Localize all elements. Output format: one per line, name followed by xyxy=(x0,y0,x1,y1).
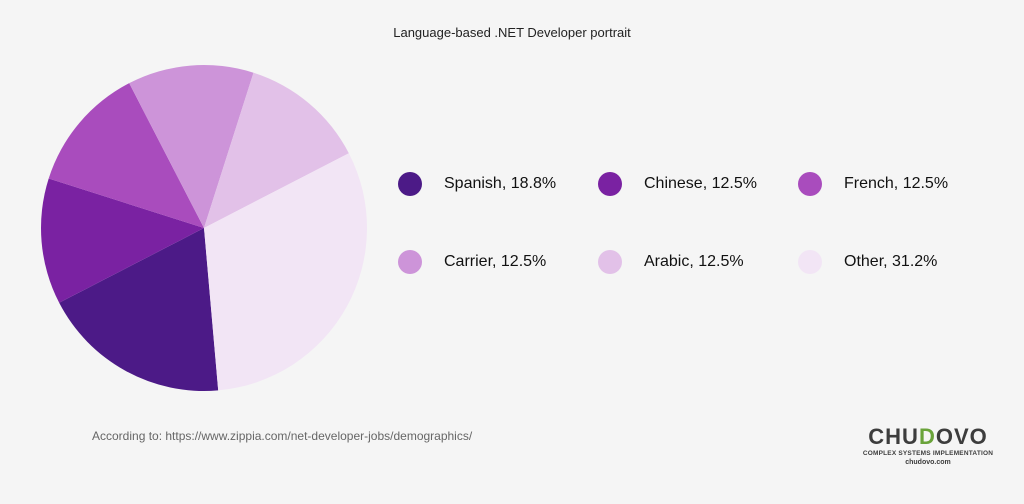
legend-item-spanish: Spanish, 18.8% xyxy=(398,172,598,250)
pie-slice-carrier xyxy=(129,65,254,229)
legend-label: Chinese, 12.5% xyxy=(644,175,757,192)
legend-label: Arabic, 12.5% xyxy=(644,253,744,270)
legend-swatch xyxy=(398,172,422,196)
legend-item-arabic: Arabic, 12.5% xyxy=(598,250,798,328)
pie-slice-chinese xyxy=(41,178,204,303)
legend-item-chinese: Chinese, 12.5% xyxy=(598,172,798,250)
legend-label: Spanish, 18.8% xyxy=(444,175,557,192)
pie-chart xyxy=(41,65,368,392)
pie-slice-arabic xyxy=(204,72,349,228)
source-note: According to: https://www.zippia.com/net… xyxy=(92,429,473,443)
chart-legend: Spanish, 18.8% Chinese, 12.5% French, 12.5… xyxy=(398,172,998,328)
pie-slice-french xyxy=(48,83,205,229)
legend-swatch xyxy=(598,250,622,274)
brand-name: CHUDOVO xyxy=(868,424,988,449)
legend-item-french: French, 12.5% xyxy=(798,172,998,250)
legend-swatch xyxy=(598,172,622,196)
brand-logo: CHUDOVO COMPLEX SYSTEMS IMPLEMENTATION c… xyxy=(860,425,996,467)
pie-slice-spanish xyxy=(59,228,219,392)
legend-swatch xyxy=(798,250,822,274)
brand-url: chudovo.com xyxy=(905,459,951,466)
brand-tagline: COMPLEX SYSTEMS IMPLEMENTATION xyxy=(862,450,994,457)
legend-label: Other, 31.2% xyxy=(844,253,938,270)
legend-item-carrier: Carrier, 12.5% xyxy=(398,250,598,328)
legend-label: Carrier, 12.5% xyxy=(444,253,547,270)
pie-slice-other xyxy=(204,153,368,391)
legend-swatch xyxy=(798,172,822,196)
legend-label: French, 12.5% xyxy=(844,175,949,192)
chart-title: Language-based .NET Developer portrait xyxy=(393,25,631,40)
legend-swatch xyxy=(398,250,422,274)
legend-item-other: Other, 31.2% xyxy=(798,250,998,328)
